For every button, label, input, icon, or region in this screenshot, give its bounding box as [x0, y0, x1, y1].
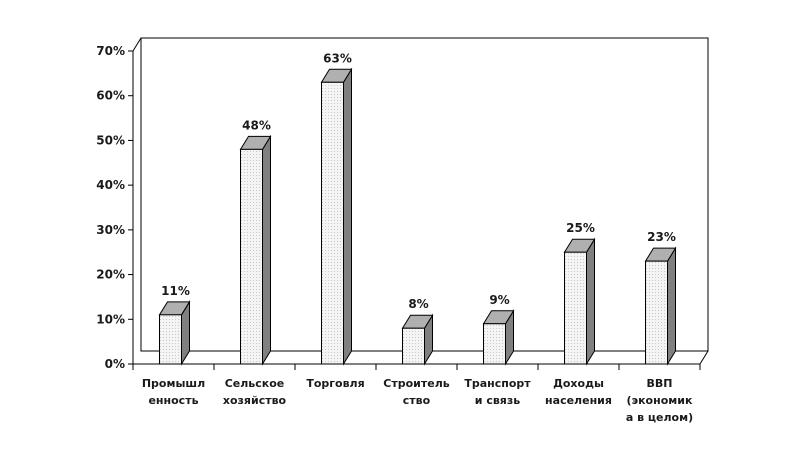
x-tick-label-line: и связь	[475, 394, 520, 407]
x-tick-label: Строитель ство	[383, 377, 449, 407]
y-tick-label: 70%	[96, 44, 125, 58]
bars: 11% 48% 63% 8% 9% 25% 23%	[158, 51, 677, 366]
x-tick-label-line: Транспорт	[464, 377, 531, 390]
x-tick-label: Промышл енность	[142, 377, 205, 407]
y-tick-label: 10%	[96, 312, 125, 326]
x-tick-label-line: Торговля	[306, 377, 364, 390]
bar-side	[586, 237, 595, 366]
x-tick-label-line: Строитель	[383, 377, 449, 390]
x-tick-label: Сельское хозяйство	[223, 377, 287, 407]
x-tick-label-line: Промышл	[142, 377, 205, 390]
data-label: 63%	[323, 51, 352, 65]
frame-edge	[132, 37, 142, 52]
data-label: 9%	[489, 293, 509, 307]
data-label: 11%	[161, 284, 190, 298]
x-tick-label-line: енность	[148, 394, 198, 407]
data-label: 23%	[647, 230, 676, 244]
bar: 8%	[401, 297, 434, 366]
bar-front	[321, 81, 344, 365]
x-tick-label-line: ство	[403, 394, 431, 407]
bar: 11%	[158, 284, 191, 366]
bar-side	[667, 246, 676, 366]
y-tick-label: 50%	[96, 133, 125, 147]
y-tick-label: 60%	[96, 89, 125, 103]
y-tick-label: 40%	[96, 178, 125, 192]
bar-front	[483, 323, 506, 365]
bar: 9%	[482, 293, 515, 366]
x-tick-label-line: (экономик	[627, 394, 693, 407]
x-tick-label-line: Сельское	[225, 377, 285, 390]
bar-front	[402, 327, 425, 365]
x-tick-label: Транспорт и связь	[464, 377, 531, 407]
x-tick-label-line: населения	[545, 394, 612, 407]
x-tick-label: Доходы населения	[545, 377, 612, 407]
y-tick-label: 0%	[105, 357, 125, 371]
bar-side	[262, 134, 271, 366]
bar: 48%	[239, 118, 272, 366]
y-axis: 0% 10% 20% 30% 40% 50% 60% 70%	[96, 44, 133, 371]
x-tick-label: Торговля	[306, 377, 364, 390]
x-axis: Промышл енность Сельское хозяйство Торговля С…	[132, 364, 701, 424]
bar-side	[343, 67, 352, 366]
data-label: 48%	[242, 118, 271, 132]
y-tick-label: 20%	[96, 268, 125, 282]
bar-front	[564, 251, 587, 365]
x-tick-label-line: а в целом)	[626, 411, 693, 424]
floor-edge	[699, 350, 709, 365]
y-tick-label: 30%	[96, 223, 125, 237]
x-tick-label: ВВП (экономик а в целом)	[626, 377, 693, 424]
bar: 63%	[320, 51, 353, 366]
bar-front	[645, 260, 668, 365]
bar-front	[240, 148, 263, 365]
x-tick-label-line: Доходы	[553, 377, 604, 390]
data-label: 25%	[566, 221, 595, 235]
x-tick-label-line: ВВП	[647, 377, 673, 390]
x-tick-label-line: хозяйство	[223, 394, 287, 407]
bar: 25%	[563, 221, 596, 366]
data-label: 8%	[408, 297, 428, 311]
bar-front	[159, 314, 182, 365]
bar: 23%	[644, 230, 677, 366]
